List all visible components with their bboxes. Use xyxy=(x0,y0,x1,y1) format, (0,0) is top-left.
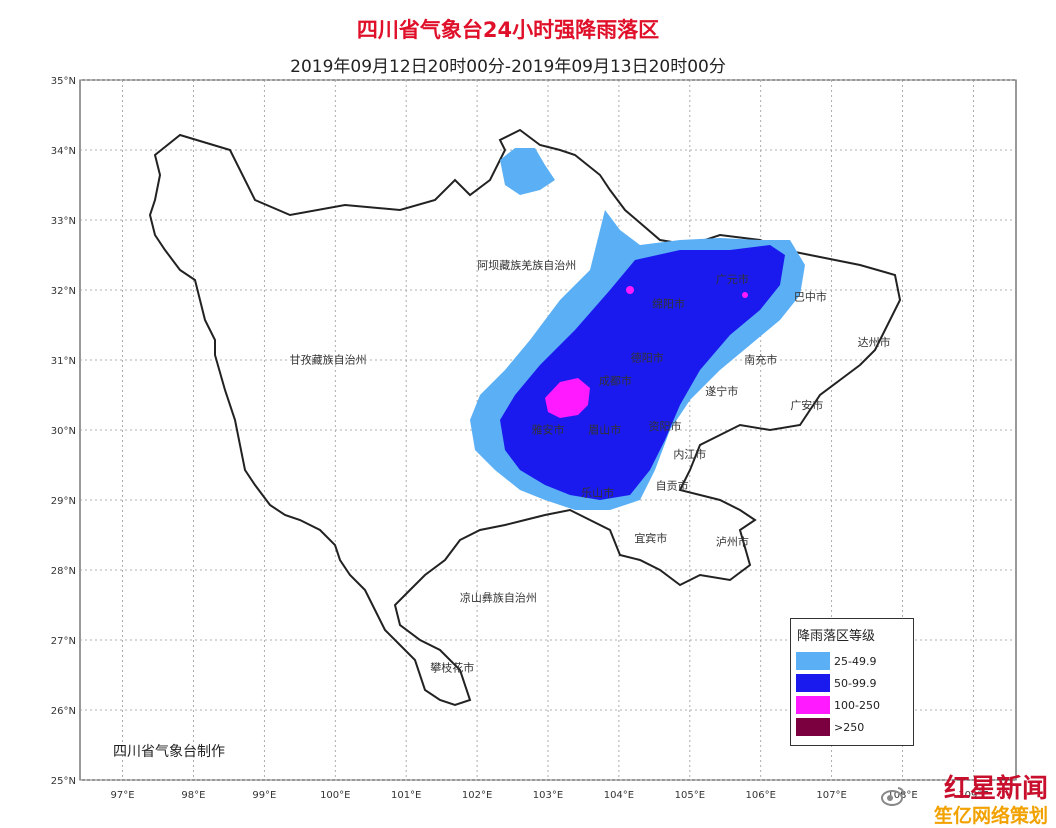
rainfall-zone-25-49-north xyxy=(500,148,555,195)
latitude-label: 30°N xyxy=(51,426,76,437)
longitude-labels: 97°E 98°E 99°E 100°E 101°E 102°E 103°E 104°E 105… xyxy=(111,790,989,801)
legend-label: >250 xyxy=(834,720,865,734)
rainfall-spot-100-250 xyxy=(742,292,748,298)
latitude-label: 29°N xyxy=(51,496,76,507)
latitude-label: 28°N xyxy=(51,566,76,577)
latitude-label: 35°N xyxy=(51,76,76,87)
city-label: 南充市 xyxy=(744,353,777,367)
latitude-labels: 35°N 34°N 33°N 32°N 31°N 30°N 29°N 28°N 27°N 26°N… xyxy=(51,76,76,787)
longitude-label: 108°E xyxy=(887,790,917,801)
longitude-label: 101°E xyxy=(391,790,421,801)
city-label: 泸州市 xyxy=(716,535,749,549)
rainfall-zone-100-250 xyxy=(545,378,590,418)
city-label: 遂宁市 xyxy=(705,384,738,398)
city-label: 自贡市 xyxy=(656,479,689,493)
longitude-label: 100°E xyxy=(320,790,350,801)
legend-swatch xyxy=(796,652,830,670)
city-label: 广安市 xyxy=(790,398,823,412)
latitude-label: 25°N xyxy=(51,776,76,787)
legend-label: 100-250 xyxy=(834,698,880,712)
legend: 降雨落区等级 25-49.9 50-99.9 100-250 >250 xyxy=(790,618,914,746)
watermark-credit: 笙亿网络策划 xyxy=(933,805,1048,827)
province-outline xyxy=(148,128,902,707)
longitude-label: 97°E xyxy=(111,790,135,801)
longitude-label: 99°E xyxy=(252,790,276,801)
legend-title: 降雨落区等级 xyxy=(797,629,876,644)
legend-swatch xyxy=(796,718,830,736)
latitude-label: 32°N xyxy=(51,286,76,297)
city-label: 乐山市 xyxy=(581,486,614,500)
city-label: 宜宾市 xyxy=(634,531,667,545)
credit-text: 四川省气象台制作 xyxy=(113,744,225,760)
legend-label: 25-49.9 xyxy=(834,654,877,668)
city-label: 雅安市 xyxy=(532,423,565,437)
longitude-label: 103°E xyxy=(533,790,563,801)
city-label: 甘孜藏族自治州 xyxy=(290,353,367,367)
city-label: 绵阳市 xyxy=(652,297,685,311)
city-label: 巴中市 xyxy=(794,290,827,304)
rainfall-zone-50-99 xyxy=(500,245,785,500)
latitude-label: 27°N xyxy=(51,636,76,647)
city-label: 阿坝藏族羌族自治州 xyxy=(477,258,576,272)
latitude-label: 26°N xyxy=(51,706,76,717)
legend-item: 50-99.9 xyxy=(796,672,913,694)
map-subtitle: 2019年09月12日20时00分-2019年09月13日20时00分 xyxy=(290,57,726,77)
latitude-label: 31°N xyxy=(51,356,76,367)
longitude-label: 104°E xyxy=(604,790,634,801)
latitude-label: 34°N xyxy=(51,146,76,157)
legend-label: 50-99.9 xyxy=(834,676,877,690)
longitude-label: 98°E xyxy=(181,790,205,801)
weibo-logo-icon xyxy=(881,787,905,806)
legend-item: 25-49.9 xyxy=(796,650,913,672)
city-label: 攀枝花市 xyxy=(430,661,474,675)
longitude-label: 109°E xyxy=(958,790,988,801)
map-title: 四川省气象台24小时强降雨落区 xyxy=(356,18,660,42)
watermark: 红星新闻 笙亿网络策划 xyxy=(934,768,1048,828)
watermark-brand: 红星新闻 xyxy=(943,774,1048,804)
city-label: 广元市 xyxy=(716,272,749,286)
legend-swatch xyxy=(796,696,830,714)
rainfall-spot-100-250 xyxy=(626,286,634,294)
city-label: 眉山市 xyxy=(588,423,621,437)
latitude-label: 33°N xyxy=(51,216,76,227)
city-label: 内江市 xyxy=(673,447,706,461)
longitude-label: 102°E xyxy=(462,790,492,801)
legend-item: >250 xyxy=(796,716,913,738)
city-label: 成都市 xyxy=(599,374,632,388)
city-label: 凉山彝族自治州 xyxy=(460,591,537,605)
city-label: 德阳市 xyxy=(631,350,664,364)
legend-swatch xyxy=(796,674,830,692)
longitude-label: 106°E xyxy=(746,790,776,801)
longitude-label: 107°E xyxy=(816,790,846,801)
city-label: 资阳市 xyxy=(649,419,682,433)
city-label: 达州市 xyxy=(858,335,891,349)
legend-item: 100-250 xyxy=(796,694,913,716)
longitude-label: 105°E xyxy=(675,790,705,801)
